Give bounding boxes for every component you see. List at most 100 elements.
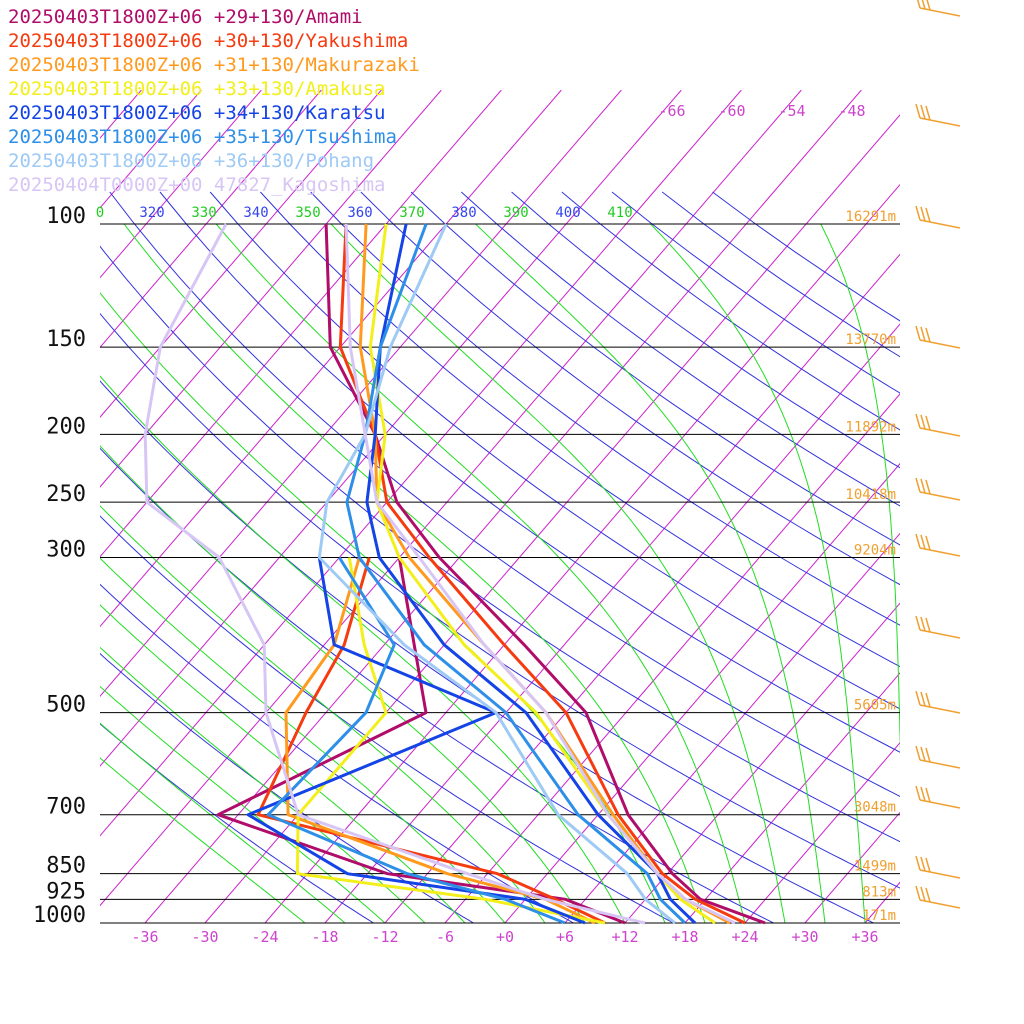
- isotherm-line: [504, 462, 900, 923]
- dry-adiabat-line: [109, 191, 900, 797]
- pressure-label: 200: [46, 414, 86, 439]
- wind-barb-staff: [919, 547, 961, 557]
- x-tick-label: +6: [556, 928, 574, 946]
- x-tick-label: -6: [436, 928, 454, 946]
- isotherm-line: [925, 90, 1024, 923]
- height-label: 9204m: [854, 543, 896, 559]
- legend-item: 20250403T1800Z+06 +36+130/Pohang: [8, 150, 374, 172]
- wind-barb: [915, 533, 961, 557]
- x-tick-label: -30: [191, 928, 218, 946]
- wind-barb-staff: [919, 799, 961, 809]
- isotherm-line: [564, 532, 900, 923]
- wind-barb: [915, 785, 961, 809]
- wind-barb-feather: [925, 747, 931, 763]
- dry-adiabat-line: [159, 191, 900, 753]
- moist-adiabat-line: [100, 292, 666, 923]
- wind-barb-feather: [915, 103, 921, 119]
- isotherm-line: [985, 90, 1024, 923]
- dry-adiabat-line: [100, 380, 874, 923]
- wind-barb-feather: [920, 616, 926, 632]
- pressure-label: 1000: [33, 903, 86, 928]
- x-tick-label: +30: [791, 928, 818, 946]
- isotherm-line: [100, 90, 322, 349]
- wind-barb-feather: [925, 327, 931, 343]
- dewpoint-profile-line: [216, 557, 626, 925]
- theta-label: 320: [139, 205, 164, 221]
- theta-label: 350: [295, 205, 320, 221]
- wind-barb-feather: [915, 413, 921, 429]
- dry-adiabat-line: [260, 191, 900, 668]
- pressure-label: 150: [46, 327, 86, 352]
- wind-barb-staff: [919, 629, 961, 639]
- wind-barb-feather: [915, 325, 921, 341]
- wind-barb-feather: [925, 692, 931, 708]
- upper-temp-label: -54: [778, 102, 805, 120]
- wind-barb-feather: [921, 0, 926, 10]
- dewpoint-profile-line: [246, 557, 586, 925]
- wind-barb: [915, 745, 961, 769]
- wind-barb-feather: [920, 746, 926, 762]
- temperature-profile-line: [338, 223, 746, 925]
- height-label: 3048m: [854, 800, 896, 816]
- height-label: 171m: [862, 908, 896, 924]
- x-tick-label: -24: [251, 928, 278, 946]
- x-tick-label: -36: [131, 928, 158, 946]
- x-tick-label: +0: [496, 928, 514, 946]
- height-label: 1499m: [854, 859, 896, 875]
- theta-label: 330: [191, 205, 216, 221]
- x-tick-label: +18: [671, 928, 698, 946]
- pressure-label: 300: [46, 538, 86, 563]
- isotherm-line: [744, 742, 900, 923]
- theta-label: 340: [243, 205, 268, 221]
- x-tick-label: -12: [371, 928, 398, 946]
- isotherm-line: [0, 90, 21, 923]
- upper-temp-label: -60: [718, 102, 745, 120]
- height-label: 5605m: [854, 698, 896, 714]
- wind-barb-feather: [920, 886, 926, 902]
- wind-barb-feather: [925, 887, 931, 903]
- wind-barb-staff: [919, 759, 961, 769]
- isotherm-line: [144, 90, 862, 923]
- wind-barb: [915, 477, 961, 501]
- isotherm-line: [624, 602, 900, 923]
- wind-barb-feather: [920, 414, 926, 430]
- height-label: 16291m: [845, 209, 896, 225]
- wind-barb-feather: [920, 104, 926, 120]
- wind-barb-feather: [925, 787, 931, 803]
- theta-label: 400: [555, 205, 580, 221]
- wind-barb: [915, 205, 961, 229]
- x-tick-label: +36: [851, 928, 878, 946]
- pressure-label: 250: [46, 482, 86, 507]
- temperature-profile-line: [365, 223, 697, 925]
- dry-adiabat-line: [460, 191, 900, 507]
- isotherm-line: [804, 811, 900, 923]
- isotherm-line: [100, 90, 682, 767]
- pressure-label: 925: [46, 879, 86, 904]
- wind-barb: [916, 0, 961, 17]
- isotherm-line: [100, 90, 562, 628]
- legend-item: 20250403T1800Z+06 +34+130/Karatsu: [8, 102, 386, 124]
- pressure-label: 500: [46, 693, 86, 718]
- x-tick-label: +24: [731, 928, 758, 946]
- wind-barb-feather: [925, 479, 931, 495]
- wind-barb-column: [915, 0, 961, 909]
- isotherm-line: [100, 90, 382, 418]
- pressure-label: 850: [46, 854, 86, 879]
- height-label: 10418m: [845, 487, 896, 503]
- dewpoint-profile-line: [266, 556, 566, 925]
- dry-adiabat-line: [100, 447, 774, 923]
- wind-barb-staff: [919, 704, 961, 714]
- isotherm-line: [324, 253, 900, 923]
- height-label: 13770m: [845, 332, 896, 348]
- wind-barb-staff: [919, 117, 961, 127]
- wind-barb: [915, 325, 961, 349]
- wind-barb-feather: [915, 855, 921, 871]
- theta-label: 360: [347, 205, 372, 221]
- theta-label: 390: [503, 205, 528, 221]
- wind-barb: [915, 103, 961, 127]
- wind-barb: [915, 413, 961, 437]
- wind-barb-staff: [919, 339, 961, 349]
- pressure-label: 700: [46, 795, 86, 820]
- wind-barb-feather: [915, 477, 921, 493]
- wind-barb-feather: [920, 326, 926, 342]
